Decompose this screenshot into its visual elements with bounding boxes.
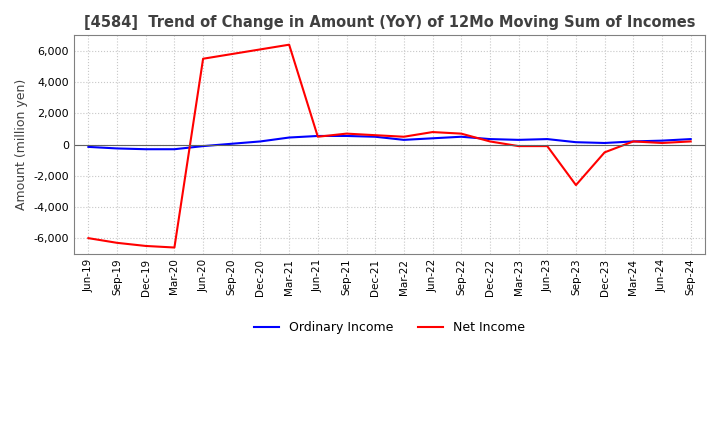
Net Income: [485, 139, 494, 144]
Net Income: [428, 129, 437, 135]
Ordinary Income: [629, 139, 638, 144]
Ordinary Income: [428, 136, 437, 141]
Net Income: [457, 131, 466, 136]
Ordinary Income: [514, 137, 523, 143]
Net Income: [514, 143, 523, 149]
Net Income: [572, 183, 580, 188]
Ordinary Income: [313, 133, 322, 139]
Ordinary Income: [113, 146, 122, 151]
Ordinary Income: [342, 133, 351, 139]
Ordinary Income: [199, 143, 207, 149]
Ordinary Income: [572, 139, 580, 145]
Ordinary Income: [400, 137, 408, 143]
Ordinary Income: [371, 134, 379, 139]
Ordinary Income: [457, 134, 466, 139]
Net Income: [256, 47, 265, 52]
Net Income: [371, 132, 379, 138]
Net Income: [285, 42, 294, 48]
Ordinary Income: [228, 141, 236, 147]
Line: Ordinary Income: Ordinary Income: [89, 136, 690, 149]
Ordinary Income: [600, 140, 609, 146]
Ordinary Income: [256, 139, 265, 144]
Ordinary Income: [686, 136, 695, 142]
Net Income: [313, 134, 322, 139]
Net Income: [170, 245, 179, 250]
Line: Net Income: Net Income: [89, 45, 690, 248]
Ordinary Income: [657, 138, 666, 143]
Ordinary Income: [543, 136, 552, 142]
Net Income: [199, 56, 207, 61]
Net Income: [141, 243, 150, 249]
Ordinary Income: [285, 135, 294, 140]
Ordinary Income: [485, 136, 494, 142]
Net Income: [400, 134, 408, 139]
Net Income: [686, 139, 695, 144]
Net Income: [629, 139, 638, 144]
Title: [4584]  Trend of Change in Amount (YoY) of 12Mo Moving Sum of Incomes: [4584] Trend of Change in Amount (YoY) o…: [84, 15, 696, 30]
Ordinary Income: [170, 147, 179, 152]
Legend: Ordinary Income, Net Income: Ordinary Income, Net Income: [249, 316, 530, 339]
Ordinary Income: [84, 144, 93, 150]
Net Income: [342, 131, 351, 136]
Net Income: [543, 143, 552, 149]
Net Income: [113, 240, 122, 246]
Ordinary Income: [141, 147, 150, 152]
Net Income: [84, 235, 93, 241]
Net Income: [657, 140, 666, 146]
Net Income: [228, 51, 236, 57]
Y-axis label: Amount (million yen): Amount (million yen): [15, 79, 28, 210]
Net Income: [600, 150, 609, 155]
